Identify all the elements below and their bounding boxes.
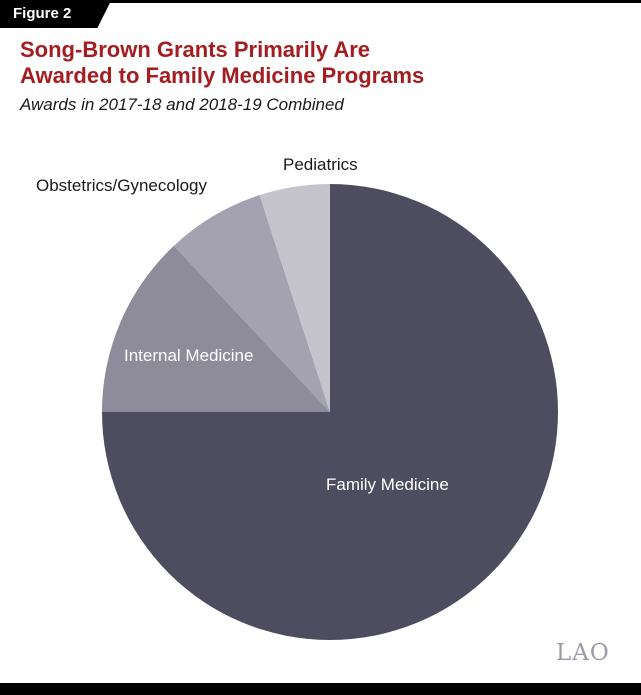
bottom-rule	[0, 683, 641, 695]
page-title: Song-Brown Grants Primarily Are Awarded …	[20, 37, 424, 90]
pie-slice-internal-medicine	[102, 245, 330, 412]
page-title-line2: Awarded to Family Medicine Programs	[20, 63, 425, 89]
chart-subtitle: Awards in 2017-18 and 2018-19 Combined	[20, 95, 344, 114]
pie-chart	[102, 184, 558, 640]
pie-slice-pediatrics	[259, 184, 330, 412]
top-rule	[0, 0, 641, 3]
lao-logo: LAO	[556, 640, 610, 666]
pie-label-internal-medicine: Internal Medicine	[124, 346, 254, 365]
pie-label-family-medicine: Family Medicine	[326, 475, 449, 494]
pie-label-obstetrics-gynecology: Obstetrics/Gynecology	[36, 176, 208, 195]
page-title-line1: Song-Brown Grants Primarily Are	[20, 37, 371, 62]
pie-label-pediatrics: Pediatrics	[283, 155, 358, 174]
pie-slice-obstetrics-gynecology	[173, 195, 330, 412]
figure-tag: Figure 2	[0, 0, 111, 28]
